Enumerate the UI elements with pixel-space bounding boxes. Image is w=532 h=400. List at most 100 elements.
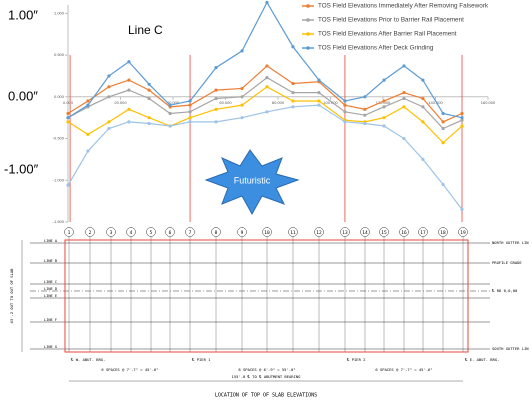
x-tick-label: 100.000 [323,100,338,105]
line-label: LINE F [44,318,57,322]
point [240,116,243,119]
point [86,133,89,136]
right-label: SOUTH GUTTER LIN [492,346,529,351]
station-number: 5 [150,230,153,236]
point [66,120,69,123]
point [421,105,424,108]
point [265,85,268,88]
point [188,110,191,113]
line-label: LINE D [44,287,57,291]
point [66,184,69,187]
station-number: 9 [241,230,244,236]
annotation: 0.00″ [8,88,38,103]
point [169,112,172,115]
point [442,141,445,144]
point [66,112,69,115]
station-number: 7 [189,230,192,236]
legend-marker [306,4,310,8]
series-line [68,78,462,129]
point [343,104,346,107]
y-tick-label: -0.500 [53,136,65,141]
annotation: 1.00″ [8,7,38,22]
point [127,89,130,92]
line-label: LINE E [44,294,57,298]
annotation: Line C [128,23,163,37]
point [343,120,346,123]
legend-marker [306,32,310,36]
point [421,158,424,161]
line-label: LINE B [44,259,57,263]
x-tick-label: 60.000 [219,100,232,105]
point [291,105,294,108]
x-tick-label: 160.000 [481,100,496,105]
point [402,91,405,94]
point [86,104,89,107]
point [107,120,110,123]
line-label: LINE A [44,239,58,243]
point [402,64,405,67]
point [402,105,405,108]
point [363,122,366,125]
spacing-label: 6 SPACES @ 7'-7" = 45'-6" [101,367,158,372]
legend-label: TOS Field Elevations Prior to Barrier Ra… [318,17,464,24]
line-label: LINE C [44,280,57,284]
point [265,64,268,67]
point [240,95,243,98]
point [107,127,110,130]
point [343,99,346,102]
station-number: 18 [440,230,446,236]
point [214,120,217,123]
point [460,112,463,115]
caption: LOCATION OF TOP OF SLAB ELEVATIONS [215,393,317,399]
station-number: 3 [110,230,113,236]
point [188,120,191,123]
point [169,124,172,127]
point [402,137,405,140]
point [382,116,385,119]
legend-marker [306,46,310,50]
station-number: 2 [89,230,92,236]
point [317,91,320,94]
station-number: 17 [420,230,426,236]
point [265,1,268,4]
station-number: 15 [381,230,387,236]
point [317,79,320,82]
support-label: ℄ PIER 2 [346,357,365,362]
x-tick-label: 20.000 [114,100,127,105]
callout-label: Futuristic [234,175,271,185]
slab-outline [65,240,468,352]
point [460,124,463,127]
point [442,112,445,115]
point [169,104,172,107]
support-label: ℄ PIER 1 [191,357,211,362]
point [148,122,151,125]
y-tick-label: 1.000 [54,10,65,15]
point [107,95,110,98]
point [107,74,110,77]
page: -1.500-1.000-0.5000.0000.5001.0000.00020… [0,0,532,400]
point [382,105,385,108]
point [86,99,89,102]
point [402,97,405,100]
right-label: PROFILE GRADE [492,260,522,265]
support-label: ℄ E. ABUT. BRG. [464,357,499,362]
point [107,85,110,88]
series-line [68,87,462,143]
point [188,116,191,119]
point [421,120,424,123]
y-tick-label: -1.000 [53,177,65,182]
station-number: 8 [215,230,218,236]
point [148,116,151,119]
point [240,104,243,107]
point [382,124,385,127]
point [291,99,294,102]
y-tick-label: 0.000 [54,94,65,99]
point [317,99,320,102]
y-tick-label: -1.500 [53,219,65,224]
point [66,116,69,119]
legend-label: TOS Field Elevations After Deck Grinding [318,45,434,52]
point [442,127,445,130]
station-number: 10 [264,230,270,236]
station-number: 16 [401,230,407,236]
point [265,110,268,113]
